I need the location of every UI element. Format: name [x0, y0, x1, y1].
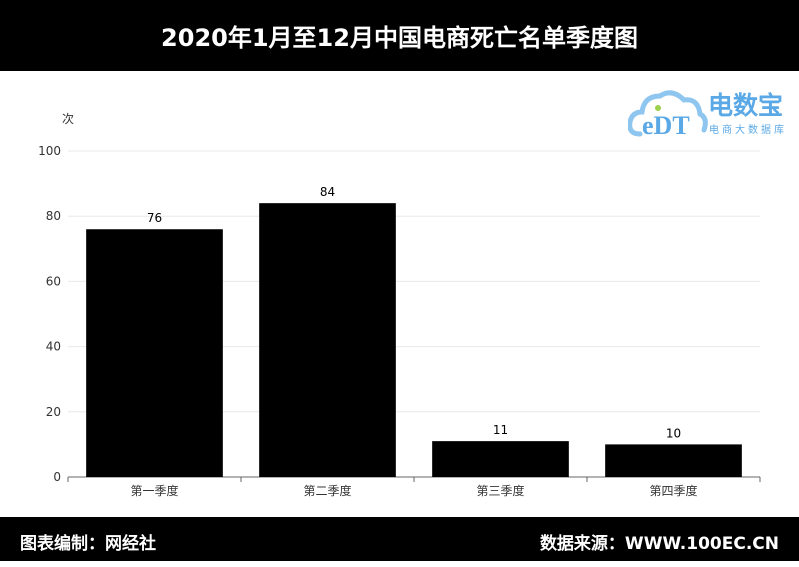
svg-text:eDT: eDT — [642, 111, 690, 140]
footer-credit: 图表编制：网经社 — [20, 534, 156, 554]
footer-source: 数据来源：WWW.100EC.CN — [539, 534, 779, 554]
y-tick-label: 0 — [53, 470, 61, 484]
bar-chart: 次 0 20 40 60 80 100 76 第一季度 84 第二季度 11 第三季度 10 第四季度 — [38, 112, 761, 498]
y-axis-label: 次 — [62, 112, 74, 126]
x-tick-label: 第一季度 — [130, 483, 178, 498]
y-tick-label: 40 — [46, 340, 61, 354]
logo-tagline: 电商大数据库 — [709, 123, 787, 136]
bar-2 — [259, 203, 396, 477]
logo: eDT 电数宝 电商大数据库 — [627, 84, 793, 140]
data-label: 84 — [320, 185, 335, 199]
logo-name: 电数宝 — [708, 91, 783, 120]
bar-1 — [86, 229, 223, 477]
data-label: 76 — [147, 211, 162, 225]
data-label: 10 — [666, 426, 681, 440]
bar-3 — [432, 441, 569, 477]
x-tick-label: 第四季度 — [649, 483, 697, 498]
y-tick-label: 100 — [38, 144, 61, 158]
y-tick-label: 60 — [46, 274, 61, 288]
x-tick-label: 第二季度 — [303, 483, 351, 498]
y-tick-label: 20 — [46, 405, 61, 419]
footer: 图表编制：网经社 数据来源：WWW.100EC.CN — [0, 517, 799, 561]
chart-title: 2020年1月至12月中国电商死亡名单季度图 — [161, 24, 638, 52]
bar-4 — [605, 444, 742, 477]
x-tick-label: 第三季度 — [476, 483, 524, 498]
data-label: 11 — [493, 423, 508, 437]
y-tick-label: 80 — [46, 209, 61, 223]
title-bar: 2020年1月至12月中国电商死亡名单季度图 — [0, 0, 799, 71]
